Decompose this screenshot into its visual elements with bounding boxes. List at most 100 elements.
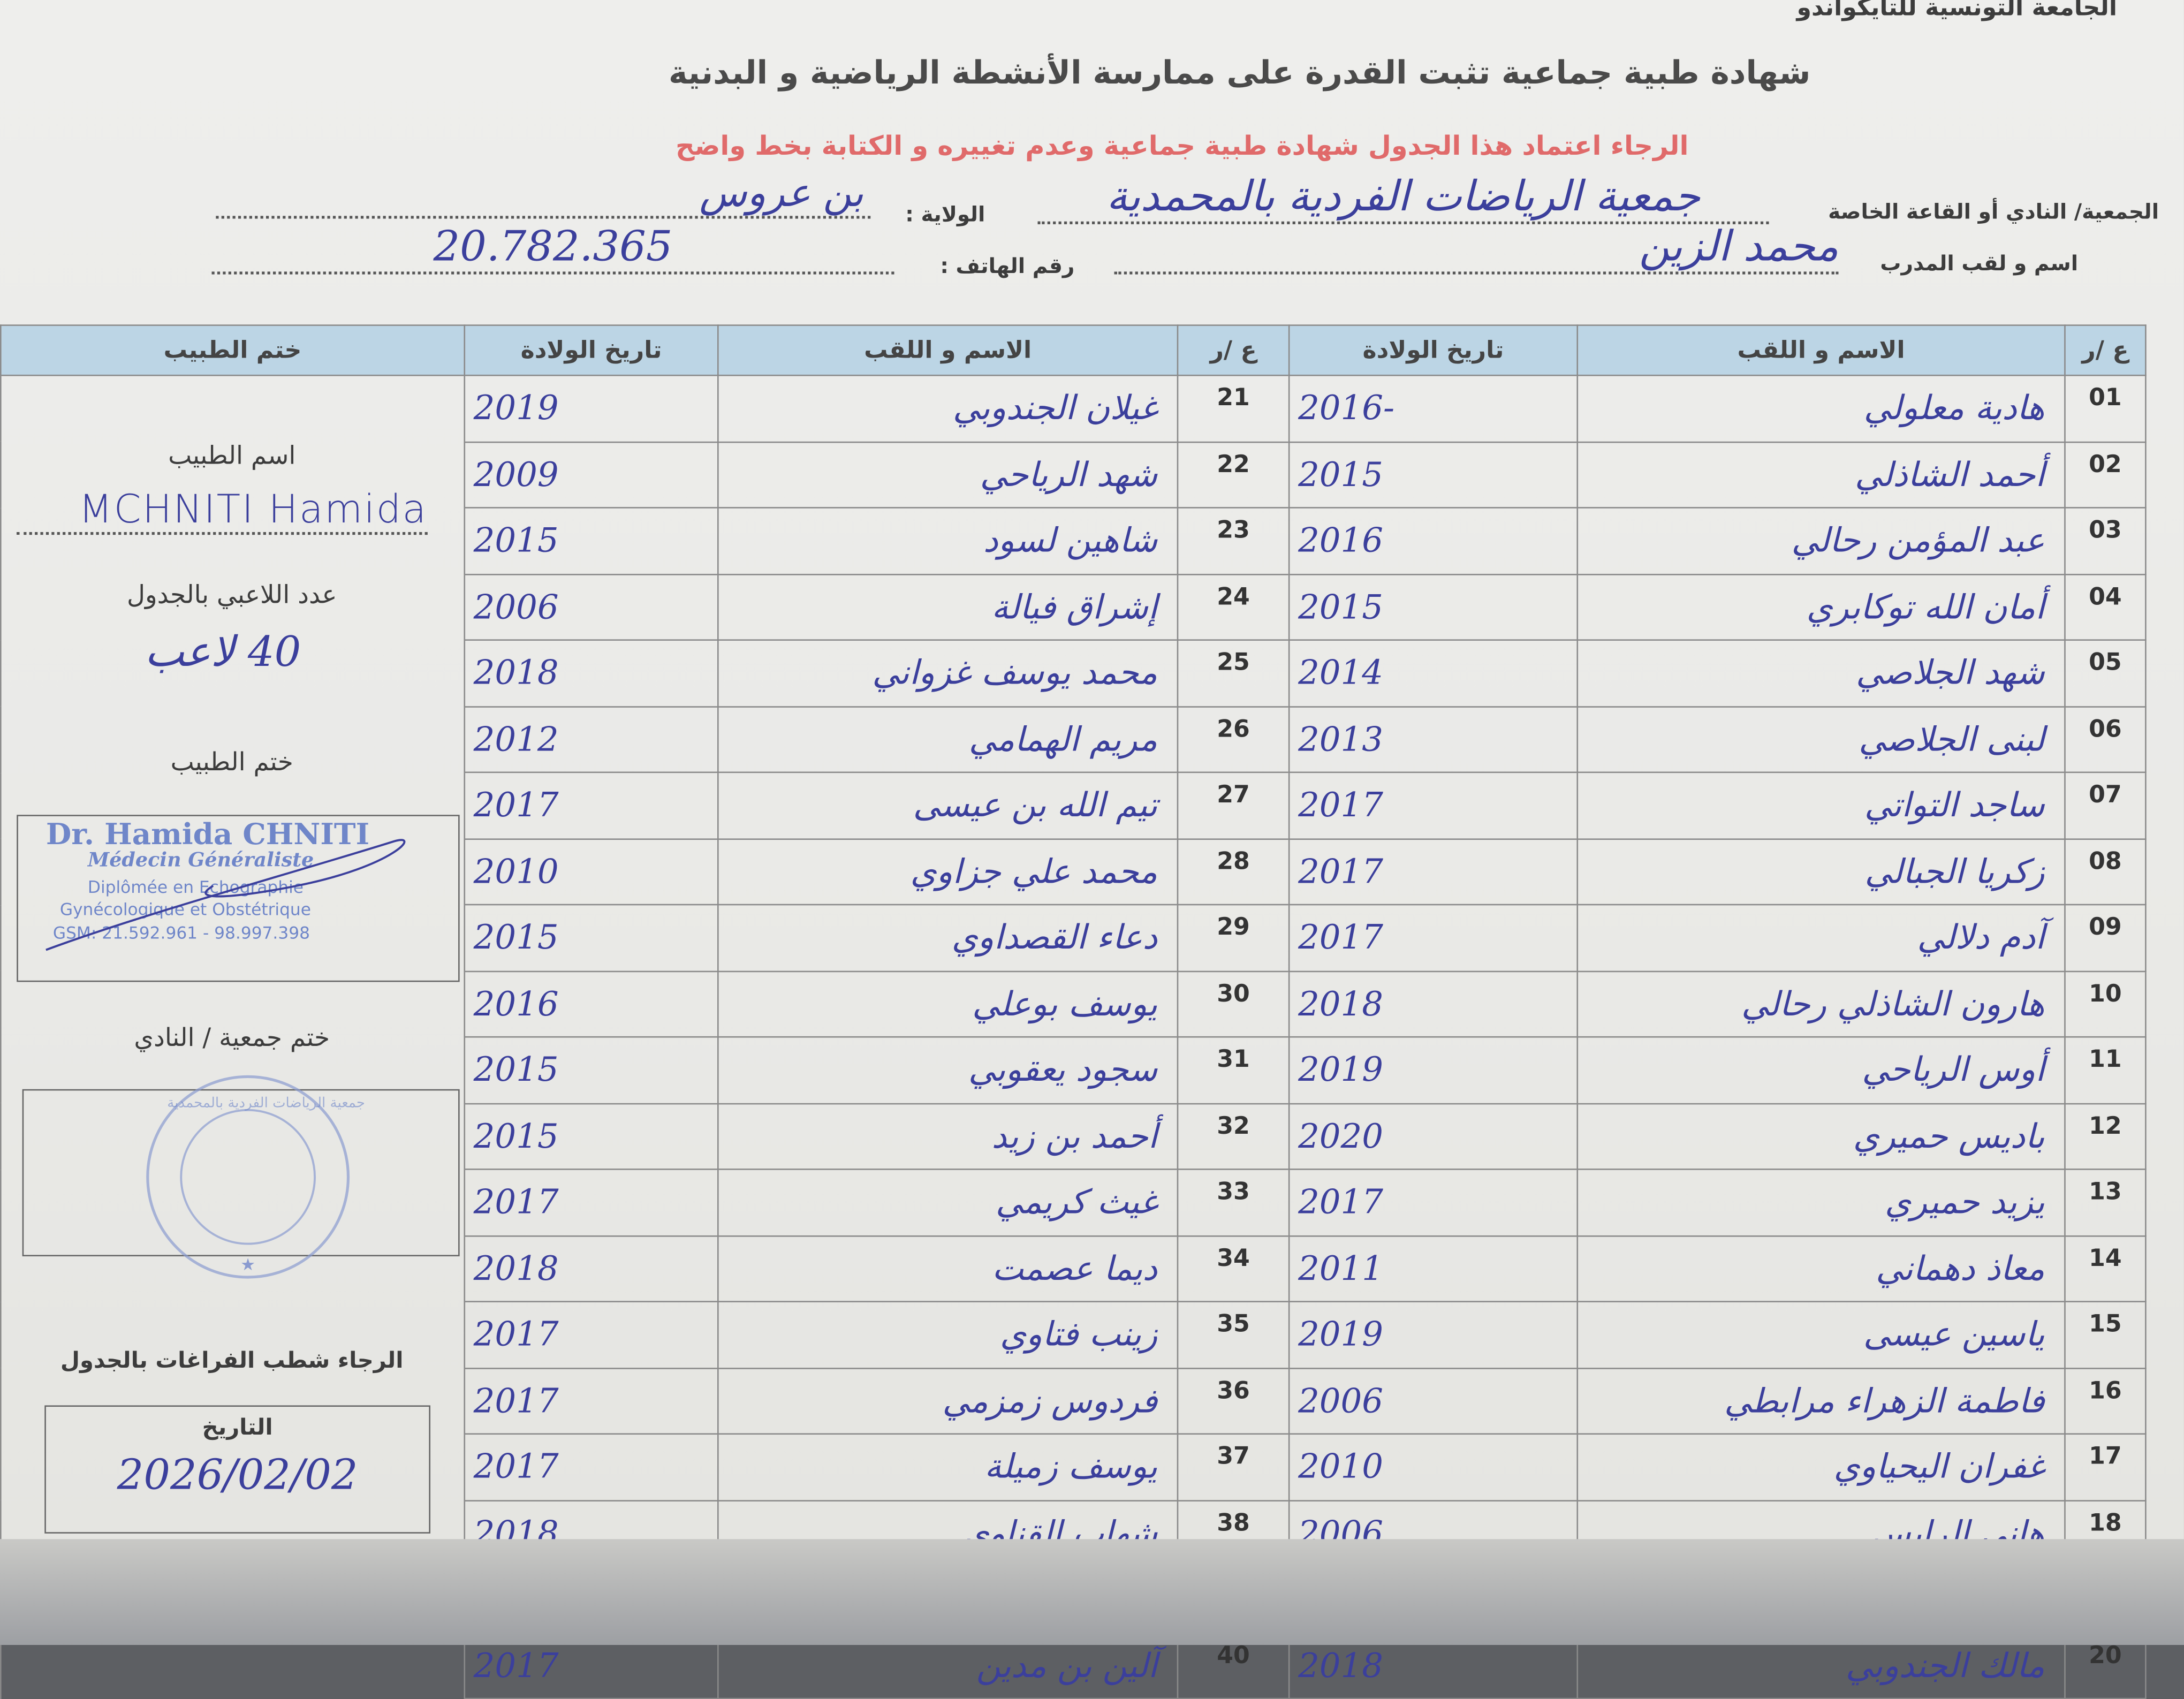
- birth-year: 2017: [464, 1301, 719, 1369]
- birth-year: 2019: [1288, 1036, 1579, 1104]
- row-number: 32: [1177, 1102, 1290, 1170]
- row-number: 23: [1177, 507, 1290, 575]
- player-name: هادية معلولي: [1576, 374, 2066, 443]
- doctor-column-cell: [0, 441, 466, 508]
- birth-year: 2017: [464, 771, 719, 839]
- player-name: زكريا الجبالي: [1576, 838, 2066, 906]
- row-number: 06: [2064, 705, 2147, 773]
- table-row: 08 زكريا الجبالي 2017 28 محمد علي جزاوي 2010: [0, 838, 2147, 906]
- birth-year: 2011: [1288, 1234, 1579, 1302]
- row-number: 29: [1177, 904, 1290, 972]
- table-row: 09 آدم دلالي 2017 29 دعاء القصداوي 2015: [0, 904, 2147, 972]
- birth-year: 2017: [464, 1169, 719, 1237]
- table-row: 11 أوس الرياحي 2019 31 سجود يعقوبي 2015: [0, 1036, 2147, 1104]
- birth-year: 2016-: [1288, 374, 1579, 443]
- row-number: 31: [1177, 1036, 1290, 1104]
- player-name: شهد الجلاصي: [1576, 639, 2066, 707]
- doctor-column-cell: [0, 1433, 466, 1500]
- state-label: الولاية :: [905, 202, 985, 227]
- player-name: أحمد بن زيد: [717, 1102, 1179, 1170]
- signature-icon: [46, 839, 406, 951]
- birth-year: 2015: [464, 507, 719, 575]
- players-count-label: عدد اللاعبي بالجدول: [126, 581, 337, 610]
- player-name: آدم دلالي: [1576, 904, 2066, 972]
- table-row: 01 هادية معلولي 2016- 21 غيلان الجندوبي 2019: [0, 374, 2147, 443]
- header-num: ع /ر: [1177, 324, 1290, 376]
- birth-year: 2013: [1288, 705, 1579, 773]
- player-name: شهد الرياحي: [717, 441, 1179, 509]
- row-number: 03: [2064, 507, 2147, 575]
- birth-year: 2015: [464, 1102, 719, 1170]
- doctor-column-cell: [0, 1301, 466, 1368]
- row-number: 35: [1177, 1301, 1290, 1369]
- birth-year: 2015: [464, 904, 719, 972]
- birth-year: 2018: [464, 1234, 719, 1302]
- table-row: 03 عبد المؤمن رحالي 2016 23 شاهين لسود 2015: [0, 507, 2147, 575]
- birth-year: 2018: [1288, 970, 1579, 1038]
- table-row: 14 معاذ دهماني 2011 34 ديما عصمت 2018: [0, 1234, 2147, 1302]
- player-name: أمان الله توكابري: [1576, 573, 2066, 641]
- state-field: بن عروس: [216, 170, 871, 219]
- row-number: 07: [2064, 771, 2147, 839]
- player-name: ديما عصمت: [717, 1234, 1179, 1302]
- birth-year: 2017: [1288, 771, 1579, 839]
- player-name: لبنى الجلاصي: [1576, 705, 2066, 773]
- svg-text:★: ★: [240, 1255, 255, 1275]
- player-name: دعاء القصداوي: [717, 904, 1179, 972]
- stamp-doctor-name: Dr. Hamida CHNITI: [46, 816, 370, 851]
- birth-year: 2017: [1288, 904, 1579, 972]
- player-name: شاهين لسود: [717, 507, 1179, 575]
- table-row: 06 لبنى الجلاصي 2013 26 مريم الهمامي 2012: [0, 705, 2147, 773]
- row-number: 13: [2064, 1169, 2147, 1237]
- doctor-stamp-box: Dr. Hamida CHNITI Médecin Généraliste Di…: [17, 815, 460, 982]
- doctor-column-cell: [0, 1103, 466, 1170]
- birth-year: 2010: [1288, 1433, 1579, 1501]
- row-number: 21: [1177, 374, 1290, 443]
- row-number: 12: [2064, 1102, 2147, 1170]
- table-row: 16 فاطمة الزهراء مرابطي 2006 36 فردوس زمزمي 2…: [0, 1367, 2147, 1435]
- row-number: 37: [1177, 1433, 1290, 1501]
- player-name: إشراق فيالة: [717, 573, 1179, 641]
- birth-year: 2015: [1288, 441, 1579, 509]
- doctor-column-cell: [0, 838, 466, 905]
- doctor-column-cell: [0, 574, 466, 640]
- notice-text: الرجاء اعتماد هذا الجدول شهادة طبية جماع…: [675, 131, 1689, 162]
- birth-year: 2019: [1288, 1301, 1579, 1369]
- header-num: ع /ر: [2064, 324, 2147, 376]
- row-number: 05: [2064, 639, 2147, 707]
- player-name: سجود يعقوبي: [717, 1036, 1179, 1104]
- row-number: 30: [1177, 970, 1290, 1038]
- row-number: 15: [2064, 1301, 2147, 1369]
- club-label: الجمعية/ النادي أو القاعة الخاصة: [1828, 199, 2159, 224]
- doctor-column-cell: [0, 375, 466, 442]
- club-seal-icon: ★: [146, 1075, 350, 1279]
- birth-year: 2017: [1288, 838, 1579, 906]
- club-field: جمعية الرياضات الفردية بالمحمدية: [1037, 173, 1769, 224]
- player-name: فردوس زمزمي: [717, 1367, 1179, 1435]
- player-name: مريم الهمامي: [717, 705, 1179, 773]
- table-row: 15 ياسين عيسى 2019 35 زينب فتاوي 2017: [0, 1301, 2147, 1369]
- doctor-column-cell: [0, 772, 466, 839]
- row-number: 09: [2064, 904, 2147, 972]
- table-row: 12 باديس حميري 2020 32 أحمد بن زيد 2015: [0, 1102, 2147, 1170]
- row-number: 17: [2064, 1433, 2147, 1501]
- row-number: 33: [1177, 1169, 1290, 1237]
- table-header-row: ع /ر الاسم و اللقب تاريخ الولادة ع /ر ال…: [0, 324, 2147, 376]
- date-label: التاريخ: [202, 1414, 273, 1440]
- stamp-diploma-2: Gynécologique et Obstétrique: [59, 899, 311, 920]
- row-number: 01: [2064, 374, 2147, 443]
- stamp-diploma: Diplômée en Echographie: [87, 877, 304, 897]
- desk-background: [0, 1539, 2184, 1645]
- birth-year: 2017: [1288, 1169, 1579, 1237]
- date-field: 2026/02/02: [117, 1451, 358, 1500]
- row-number: 11: [2064, 1036, 2147, 1104]
- table-row: 05 شهد الجلاصي 2014 25 محمد يوسف غزواني 2018: [0, 639, 2147, 707]
- player-name: محمد يوسف غزواني: [717, 639, 1179, 707]
- player-name: أوس الرياحي: [1576, 1036, 2066, 1104]
- birth-year: 2006: [1288, 1367, 1579, 1435]
- fill-notice: الرجاء شطب الفراغات بالجدول: [60, 1347, 404, 1374]
- date-box: التاريخ 2026/02/02: [44, 1405, 431, 1534]
- doctor-name-label: اسم الطبيب: [168, 441, 296, 471]
- row-number: 28: [1177, 838, 1290, 906]
- birth-year: 2016: [1288, 507, 1579, 575]
